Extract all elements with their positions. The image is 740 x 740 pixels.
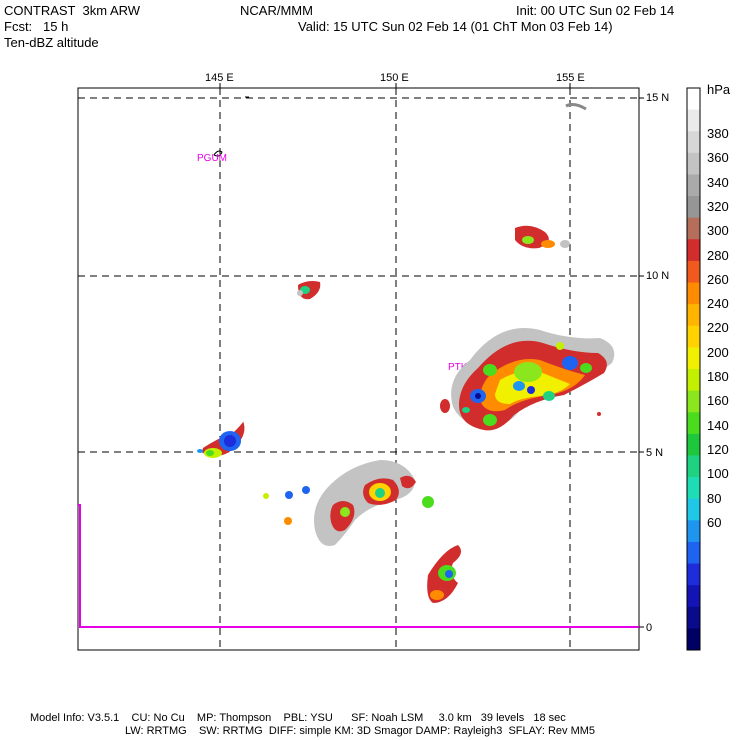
colorbar-tick-label: 320: [707, 198, 729, 214]
colorbar-tick-label: 380: [707, 126, 729, 141]
field-name: Ten-dBZ altitude: [4, 35, 99, 50]
colorbar-tick-label: 180: [707, 369, 729, 384]
station-pgum: PGUM: [197, 153, 227, 164]
colorbar-tick-label: 120: [707, 441, 729, 457]
colorbar-swatch: [687, 196, 700, 219]
colorbar-swatch: [687, 585, 700, 608]
station-ptkk: PTKK: [448, 362, 474, 373]
colorbar-swatch: [687, 152, 700, 175]
guam-island: [213, 150, 223, 157]
colorbar-swatch: [687, 498, 700, 521]
colorbar-tick-label: 340: [707, 174, 729, 190]
colorbar-tick-label: 140: [707, 417, 729, 433]
lon-label-150: 150 E: [380, 72, 409, 84]
colorbar-swatch: [687, 282, 700, 305]
lat-label-5n: 5 N: [646, 447, 664, 459]
organization: NCAR/MMM: [240, 3, 313, 18]
colorbar-tick-label: 240: [707, 296, 729, 312]
colorbar-tick-label: 160: [707, 393, 729, 409]
echo-cluster-west: [197, 421, 245, 458]
echo-cluster-south-center: [263, 460, 434, 546]
lon-label-155: 155 E: [556, 72, 585, 84]
colorbar-tick-label: 100: [707, 466, 729, 482]
colorbar-swatch: [687, 520, 700, 543]
axis-ticks: [219, 83, 644, 628]
colorbar-swatch: [687, 369, 700, 392]
lat-label-15n: 15 N: [646, 92, 670, 104]
forecast-hour: Fcst: 15 h: [4, 19, 69, 34]
colorbar-swatch: [687, 477, 700, 500]
colorbar-tick-label: 220: [707, 320, 729, 336]
colorbar-tick-label: 200: [707, 344, 729, 360]
colorbar-swatch: [687, 433, 700, 456]
colorbar-swatch: [687, 260, 700, 284]
product-title: CONTRAST 3km ARW: [4, 3, 141, 18]
island-ne: [565, 103, 587, 111]
lat-label-0: 0: [646, 622, 653, 634]
colorbar-frame: [686, 87, 701, 651]
colorbar-swatch: [687, 304, 700, 327]
colorbar-swatch: [687, 88, 700, 111]
lat-label-10n: 10 N: [646, 270, 670, 282]
echo-cluster-south: [427, 545, 462, 603]
echo-cluster-ptkk-main: [440, 328, 615, 431]
colorbar-swatch: [687, 541, 700, 565]
colorbar-swatch: [687, 628, 700, 651]
model-info-line1: Model Info: V3.5.1 CU: No Cu MP: Thompso…: [30, 712, 566, 724]
colorbar-tick-label: 280: [707, 247, 729, 263]
colorbar-unit: hPa: [707, 82, 731, 97]
colorbar-swatch: [687, 239, 700, 262]
domain-boundary: [78, 504, 639, 628]
echo-cluster-ne: [515, 225, 570, 249]
colorbar-swatch: [687, 174, 700, 197]
colorbar-swatch: [687, 412, 700, 435]
echo-cluster-mid-north: [297, 281, 321, 300]
model-info-line2: LW: RRTMG SW: RRTMG DIFF: simple KM: 3D …: [125, 725, 596, 737]
colorbar: [686, 87, 701, 651]
colorbar-swatch: [687, 347, 700, 370]
colorbar-swatch: [687, 131, 700, 154]
lon-label-145: 145 E: [205, 72, 234, 84]
colorbar-tick-label: 260: [707, 271, 729, 287]
init-time: Init: 00 UTC Sun 02 Feb 14: [516, 3, 675, 18]
colorbar-swatch: [687, 109, 700, 132]
colorbar-swatch: [687, 217, 700, 240]
colorbar-tick-label: 360: [707, 150, 729, 166]
valid-time: Valid: 15 UTC Sun 02 Feb 14 (01 ChT Mon …: [298, 19, 613, 34]
colorbar-swatch: [687, 390, 700, 413]
colorbar-swatch: [687, 325, 700, 348]
colorbar-tick-label: 80: [707, 490, 722, 506]
colorbar-swatch: [687, 455, 700, 478]
colorbar-tick-label: 300: [707, 223, 729, 239]
colorbar-tick-label: 60: [707, 514, 722, 530]
colorbar-swatch: [687, 606, 700, 629]
colorbar-swatch: [687, 563, 700, 586]
